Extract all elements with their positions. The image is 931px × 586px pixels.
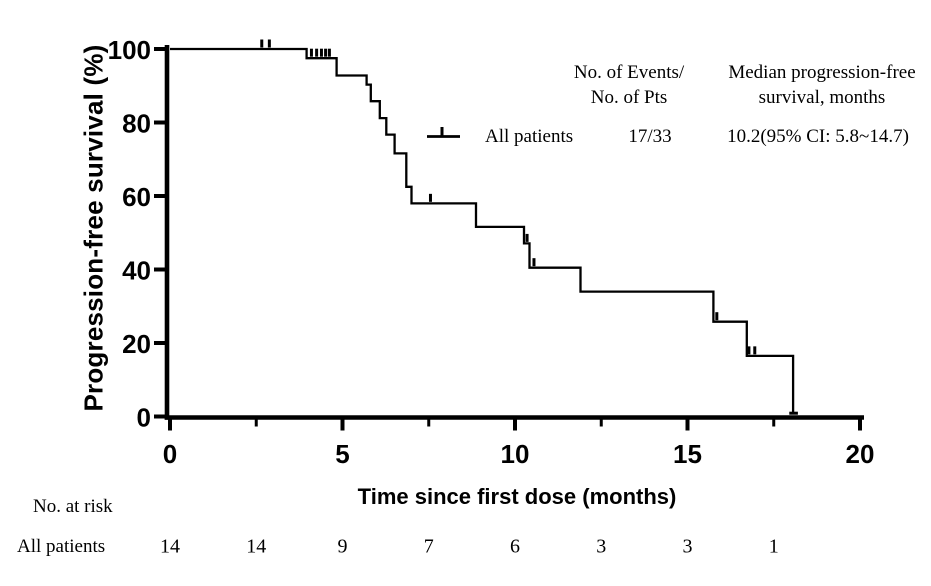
y-axis-tick-label: 80 xyxy=(122,109,151,139)
km-curve-all-patients xyxy=(170,47,795,414)
y-axis-tick-label: 20 xyxy=(122,329,151,359)
legend-events-header: No. of Events/ No. of Pts xyxy=(574,60,684,110)
risk-row-label: All patients xyxy=(17,536,106,557)
legend-series-events: 17/33 xyxy=(628,126,672,147)
risk-value: 9 xyxy=(337,535,348,558)
y-axis-title: Progression-free survival (%) xyxy=(78,44,109,412)
x-axis-tick-label: 10 xyxy=(501,439,530,469)
legend-median-header: Median progression-free survival, months xyxy=(728,60,915,110)
y-axis-tick-label: 100 xyxy=(108,35,151,65)
x-axis-tick-label: 20 xyxy=(846,439,875,469)
x-axis-tick-label: 0 xyxy=(163,439,177,469)
risk-table-title: No. at risk xyxy=(33,496,113,517)
x-axis-title: Time since first dose (months) xyxy=(357,484,677,509)
legend-median-header-line1: Median progression-free xyxy=(728,62,916,83)
risk-value: 3 xyxy=(682,535,693,558)
legend-median-header-line2: survival, months xyxy=(758,87,886,108)
risk-value: 6 xyxy=(510,535,520,558)
legend-events-header-line1: No. of Events/ xyxy=(573,62,685,83)
y-axis-tick-label: 60 xyxy=(122,182,151,212)
x-axis-tick-label: 5 xyxy=(335,439,349,469)
risk-value: 3 xyxy=(596,535,607,558)
y-axis-tick-label: 40 xyxy=(122,256,151,286)
risk-value: 7 xyxy=(423,535,434,558)
risk-value: 14 xyxy=(160,535,180,558)
risk-value: 14 xyxy=(246,535,267,558)
risk-value: 1 xyxy=(768,535,779,558)
y-axis-tick-label: 0 xyxy=(137,403,151,433)
legend-series-median: 10.2(95% CI: 5.8~14.7) xyxy=(727,126,909,147)
legend-series-label: All patients xyxy=(485,126,574,147)
legend-km-symbol-icon xyxy=(427,127,460,138)
x-axis-tick-label: 15 xyxy=(673,439,702,469)
legend-events-header-line2: No. of Pts xyxy=(590,87,668,108)
